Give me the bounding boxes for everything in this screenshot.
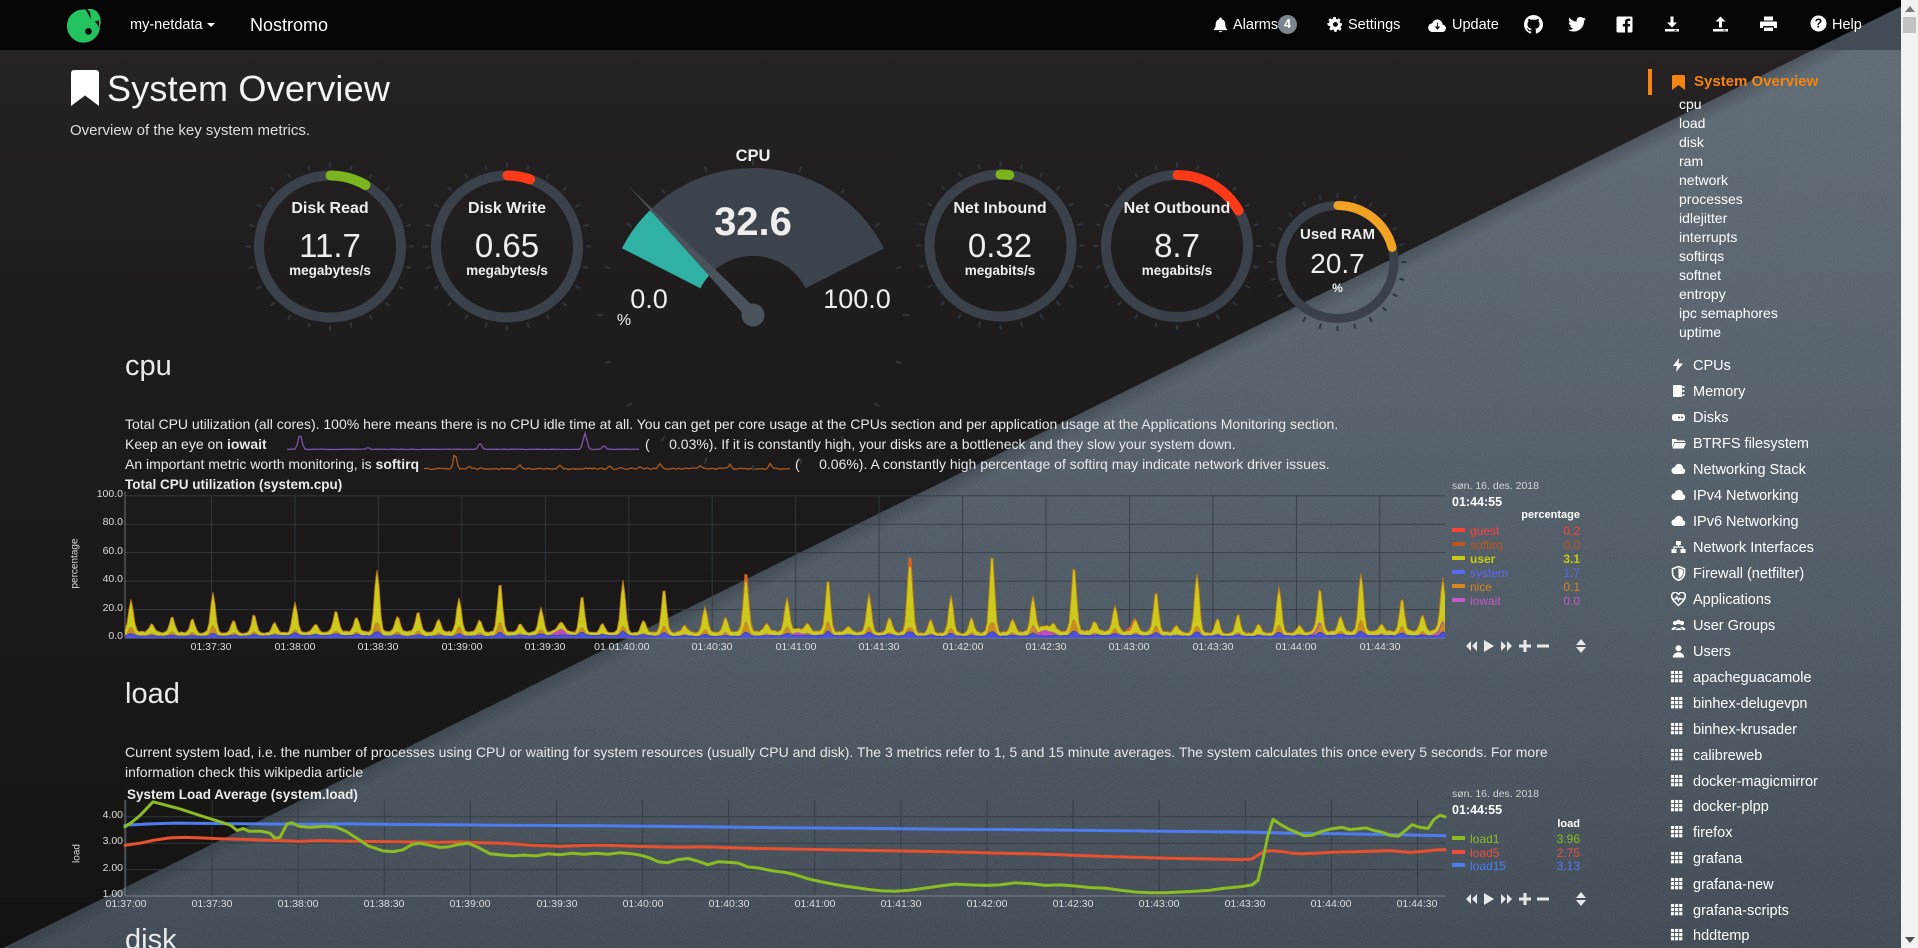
svg-text:?: ? (1815, 17, 1823, 31)
